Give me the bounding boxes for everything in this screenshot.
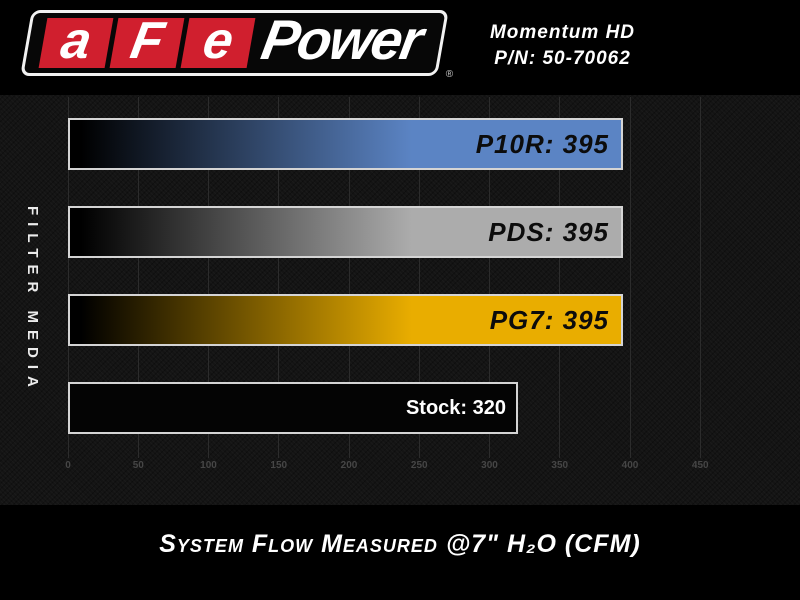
registered-trademark-symbol: ® bbox=[445, 69, 454, 80]
bar-value-label: Stock: 320 bbox=[405, 396, 506, 419]
gridline bbox=[208, 97, 209, 458]
gridline bbox=[348, 97, 350, 458]
bar-value-label: P10R: 395 bbox=[475, 128, 609, 159]
gridline bbox=[137, 97, 139, 458]
bar-pds: PDS: 395 bbox=[68, 206, 623, 258]
header: a F e Power ® Momentum HD P/N: 50-70062 bbox=[0, 0, 800, 95]
chart-area: P10R: 395 PDS: 395 PG7: 395 Stock: 320 0 50 1… bbox=[0, 95, 800, 505]
gridline bbox=[489, 97, 491, 458]
bar-value-label: PDS: 395 bbox=[488, 216, 609, 247]
x-tick-label: 50 bbox=[132, 460, 144, 471]
gridline bbox=[418, 97, 420, 458]
product-info: Momentum HD P/N: 50-70062 bbox=[455, 20, 670, 71]
x-tick-label: 350 bbox=[551, 460, 569, 471]
bar-p10r: P10R: 395 bbox=[68, 118, 623, 170]
part-number: P/N: 50-70062 bbox=[494, 47, 631, 69]
x-tick-label: 200 bbox=[340, 460, 358, 471]
logo-letter-tile: F bbox=[109, 12, 185, 70]
gridline bbox=[629, 97, 631, 458]
logo-letter-tile: e bbox=[180, 12, 256, 70]
bar-stock: Stock: 320 bbox=[68, 382, 518, 434]
logo-wordmark: Power bbox=[257, 8, 427, 71]
x-tick-label: 150 bbox=[270, 460, 288, 471]
logo-box: a F e Power bbox=[20, 8, 449, 76]
x-tick-label: 450 bbox=[691, 460, 709, 471]
chart-title: System Flow Measured @7" H₂O (CFM) bbox=[159, 530, 641, 558]
x-tick-label: 100 bbox=[200, 460, 217, 471]
gridline bbox=[67, 97, 69, 458]
gridline bbox=[559, 97, 561, 458]
gridline bbox=[699, 97, 701, 458]
afe-power-logo: a F e Power ® bbox=[20, 8, 453, 80]
y-axis-label: FILTER MEDIA bbox=[24, 206, 41, 394]
bar-pg7: PG7: 395 bbox=[68, 294, 623, 346]
logo-letter-tile: a bbox=[38, 12, 114, 70]
bar-value-label: PG7: 395 bbox=[489, 304, 609, 335]
x-tick-label: 0 bbox=[65, 460, 71, 471]
x-tick-label: 300 bbox=[481, 460, 498, 471]
x-tick-label: 400 bbox=[621, 460, 639, 471]
product-name: Momentum HD bbox=[489, 22, 636, 43]
x-tick-label: 250 bbox=[410, 460, 428, 471]
gridline bbox=[278, 97, 280, 458]
